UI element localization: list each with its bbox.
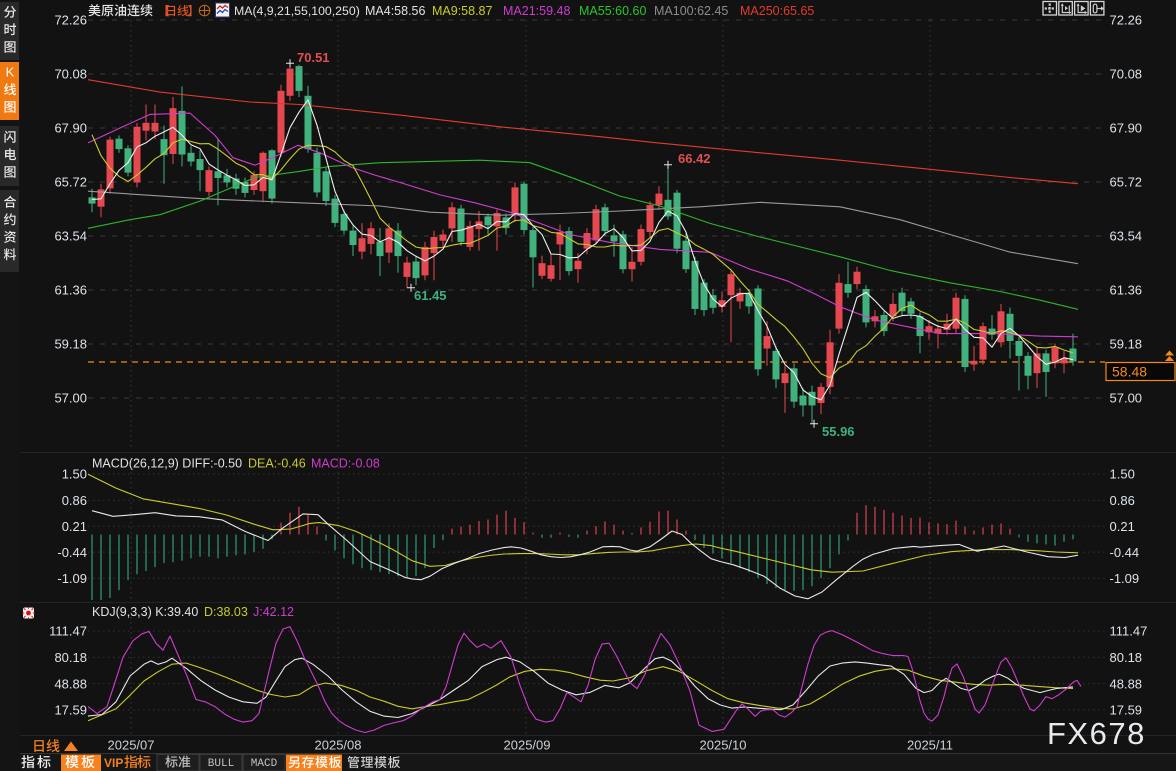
svg-text:-0.44: -0.44 xyxy=(1110,545,1140,560)
svg-text:-0.44: -0.44 xyxy=(57,545,87,560)
svg-text:MA250:65.65: MA250:65.65 xyxy=(740,4,814,18)
svg-text:65.72: 65.72 xyxy=(1110,175,1143,190)
svg-text:MACD:-0.08: MACD:-0.08 xyxy=(311,457,380,471)
svg-text:MACD: MACD xyxy=(251,758,278,770)
svg-text:D:38.03: D:38.03 xyxy=(204,605,248,619)
svg-text:61.36: 61.36 xyxy=(54,283,87,298)
svg-text:FX678: FX678 xyxy=(1047,716,1146,751)
svg-text:61.36: 61.36 xyxy=(1110,283,1143,298)
svg-text:MA4:58.56: MA4:58.56 xyxy=(365,4,426,18)
svg-text:DEA:-0.46: DEA:-0.46 xyxy=(248,457,306,471)
svg-text:MACD(26,12,9) DIFF:-0.50: MACD(26,12,9) DIFF:-0.50 xyxy=(92,457,242,471)
svg-text:70.08: 70.08 xyxy=(54,67,87,82)
svg-text:0.21: 0.21 xyxy=(1110,519,1135,534)
svg-text:MA(4,9,21,55,100,250): MA(4,9,21,55,100,250) xyxy=(234,4,360,18)
svg-text:KDJ(9,3,3) K:39.40: KDJ(9,3,3) K:39.40 xyxy=(92,605,198,619)
svg-text:17.59: 17.59 xyxy=(1110,703,1143,718)
svg-text:66.42: 66.42 xyxy=(678,151,711,166)
svg-text:59.18: 59.18 xyxy=(1110,337,1143,352)
svg-text:-1.09: -1.09 xyxy=(57,571,87,586)
svg-text:48.88: 48.88 xyxy=(54,676,87,691)
svg-text:2025/10: 2025/10 xyxy=(700,738,747,753)
svg-text:K: K xyxy=(6,65,15,80)
svg-text:61.45: 61.45 xyxy=(414,288,447,303)
svg-text:1.50: 1.50 xyxy=(1110,467,1135,482)
svg-text:MA9:58.87: MA9:58.87 xyxy=(432,4,493,18)
svg-text:48.88: 48.88 xyxy=(1110,676,1143,691)
svg-text:65.72: 65.72 xyxy=(54,175,87,190)
svg-text:1.50: 1.50 xyxy=(62,467,87,482)
svg-text:72.26: 72.26 xyxy=(54,13,87,28)
svg-text:67.90: 67.90 xyxy=(1110,121,1143,136)
svg-text:17.59: 17.59 xyxy=(54,703,87,718)
svg-text:57.00: 57.00 xyxy=(54,391,87,406)
svg-text:MA100:62.45: MA100:62.45 xyxy=(654,4,728,18)
svg-text:63.54: 63.54 xyxy=(1110,229,1143,244)
svg-text:0.86: 0.86 xyxy=(1110,493,1135,508)
svg-text:57.00: 57.00 xyxy=(1110,391,1143,406)
svg-text:-1.09: -1.09 xyxy=(1110,571,1140,586)
svg-text:0.86: 0.86 xyxy=(62,493,87,508)
svg-text:BULL: BULL xyxy=(208,758,234,770)
svg-text:58.48: 58.48 xyxy=(1112,364,1147,380)
svg-text:J:42.12: J:42.12 xyxy=(253,605,294,619)
svg-text:59.18: 59.18 xyxy=(54,337,87,352)
svg-text:111.47: 111.47 xyxy=(49,624,87,639)
svg-text:67.90: 67.90 xyxy=(54,121,87,136)
svg-text:VIP: VIP xyxy=(104,756,123,770)
svg-text:MA55:60.60: MA55:60.60 xyxy=(579,4,646,18)
svg-text:55.96: 55.96 xyxy=(822,424,855,439)
svg-text:2025/11: 2025/11 xyxy=(907,738,953,753)
svg-text:2025/09: 2025/09 xyxy=(504,738,551,753)
svg-text:70.51: 70.51 xyxy=(297,50,330,65)
svg-text:2025/07: 2025/07 xyxy=(108,738,155,753)
svg-text:70.08: 70.08 xyxy=(1110,67,1143,82)
svg-text:0.21: 0.21 xyxy=(62,519,87,534)
svg-text:80.18: 80.18 xyxy=(1110,650,1143,665)
svg-text:72.26: 72.26 xyxy=(1110,13,1143,28)
svg-text:2025/08: 2025/08 xyxy=(315,738,362,753)
svg-text:80.18: 80.18 xyxy=(54,650,87,665)
svg-text:MA21:59.48: MA21:59.48 xyxy=(503,4,570,18)
svg-text:111.47: 111.47 xyxy=(1110,624,1148,639)
svg-text:63.54: 63.54 xyxy=(54,229,87,244)
